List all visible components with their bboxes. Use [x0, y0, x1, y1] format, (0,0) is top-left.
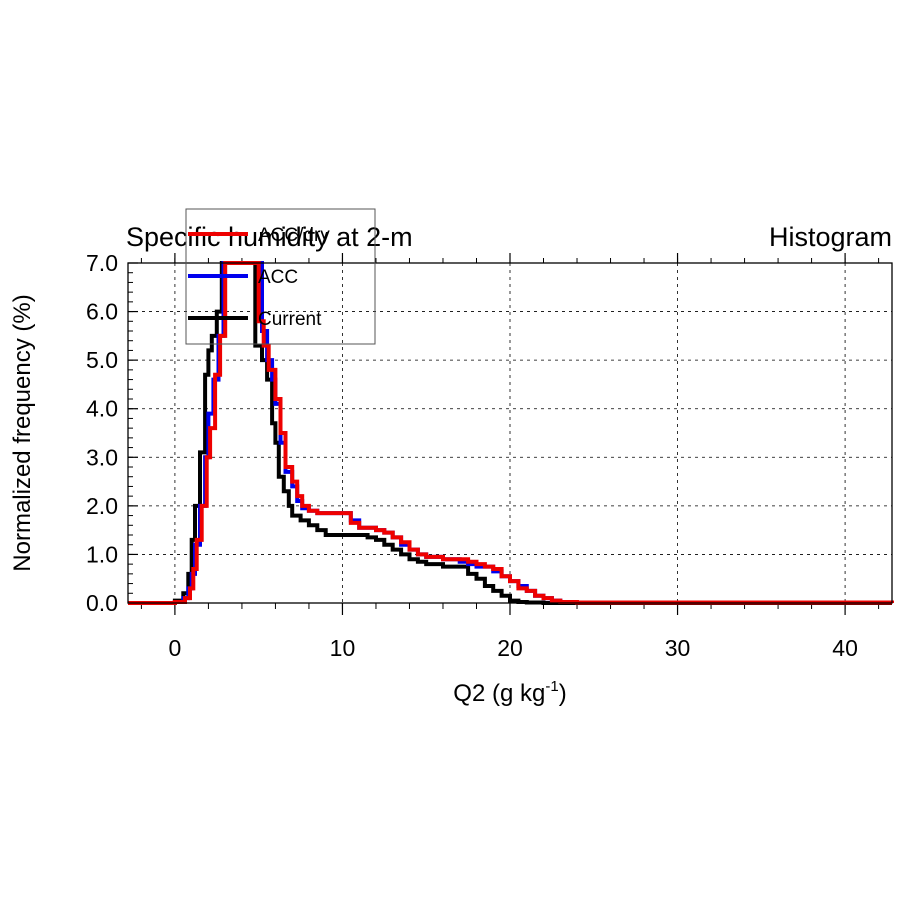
y-tick-label: 5.0: [86, 347, 118, 373]
x-tick-label: 40: [832, 635, 858, 661]
y-tick-label: 4.0: [86, 396, 118, 422]
y-axis-label: Normalized frequency (%): [9, 294, 36, 571]
x-tick-label: 30: [665, 635, 691, 661]
y-tick-label: 3.0: [86, 444, 118, 470]
y-tick-label: 7.0: [86, 250, 118, 276]
y-tick-label: 1.0: [86, 541, 118, 567]
series-line-acc-dry: [128, 261, 894, 605]
x-axis-label-close: ): [559, 680, 567, 707]
y-tick-label: 2.0: [86, 493, 118, 519]
legend: ACC/dry ACC Current: [185, 208, 376, 345]
x-axis-label: Q2 (g kg-1): [453, 678, 566, 707]
x-axis-label-exponent: -1: [545, 678, 558, 695]
legend-label-acc: ACC: [258, 267, 298, 288]
legend-label-current: Current: [258, 309, 322, 330]
y-tick-label: 6.0: [86, 299, 118, 325]
series-lines: [128, 261, 894, 605]
plot-frame: [127, 262, 893, 604]
x-tick-labels: 0 10 20 30 40: [169, 635, 858, 661]
x-tick-label: 20: [497, 635, 523, 661]
y-tick-label: 0.0: [86, 590, 118, 616]
legend-label-acc-dry: ACC/dry: [258, 225, 330, 246]
x-tick-label: 0: [169, 635, 182, 661]
y-tick-labels: 0.0 1.0 2.0 3.0 4.0 5.0 6.0 7.0: [86, 250, 118, 616]
chart-title-left: Specific humidity at 2-m: [126, 222, 413, 252]
series-line-current: [128, 261, 892, 605]
legend-box: [185, 208, 376, 345]
x-tick-label: 10: [330, 635, 356, 661]
chart-title-right: Histogram: [769, 222, 892, 252]
x-axis-label-base: Q2 (g kg: [453, 680, 545, 707]
